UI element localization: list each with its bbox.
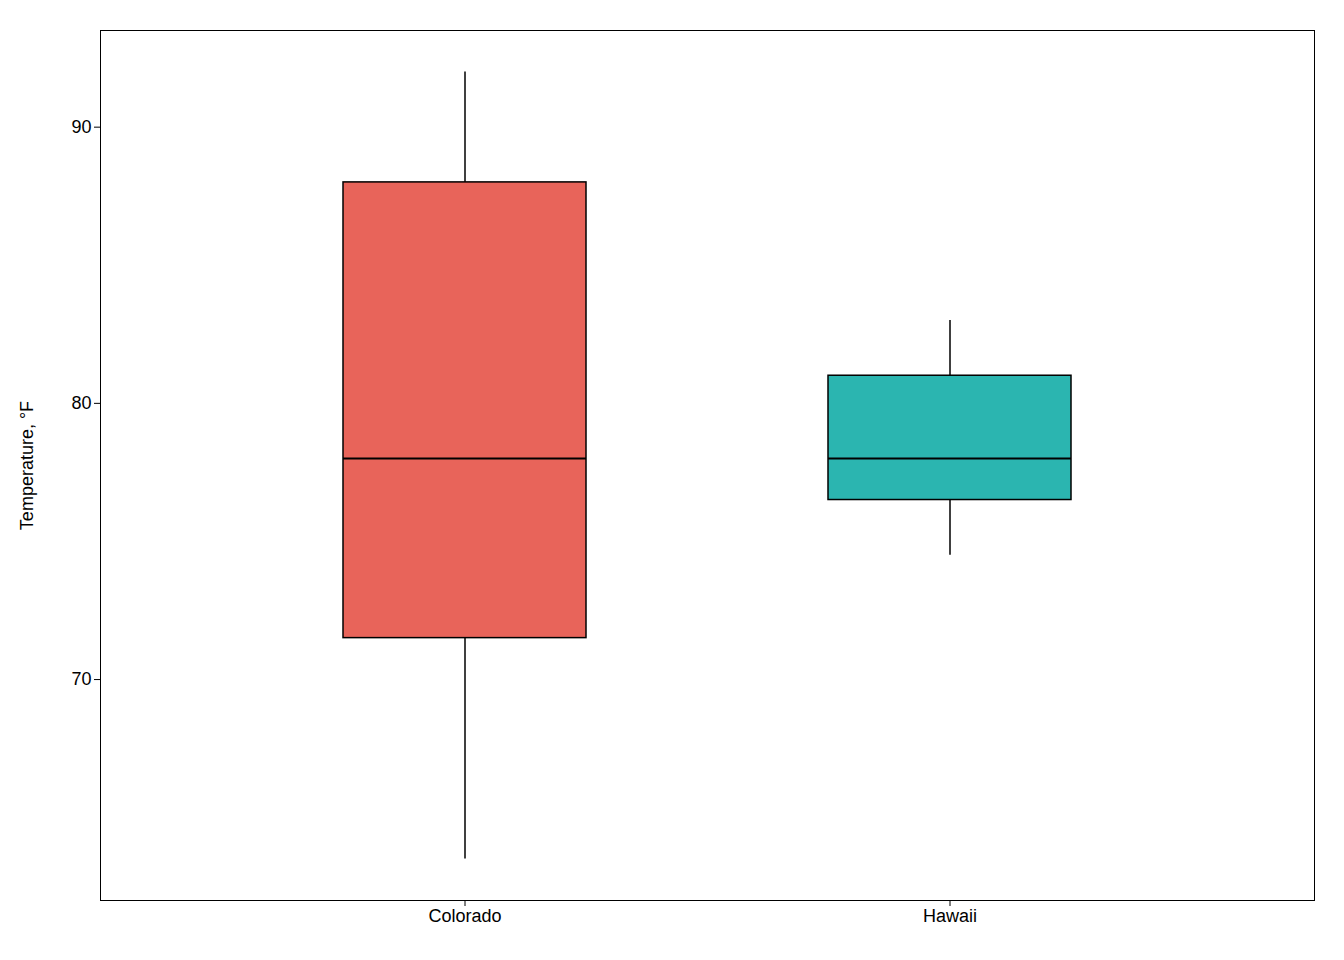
svg-text:Hawaii: Hawaii bbox=[923, 906, 977, 926]
svg-text:70: 70 bbox=[71, 669, 91, 689]
svg-text:90: 90 bbox=[71, 117, 91, 137]
svg-text:Temperature, °F: Temperature, °F bbox=[17, 401, 37, 530]
svg-text:Colorado: Colorado bbox=[428, 906, 501, 926]
svg-text:80: 80 bbox=[71, 393, 91, 413]
